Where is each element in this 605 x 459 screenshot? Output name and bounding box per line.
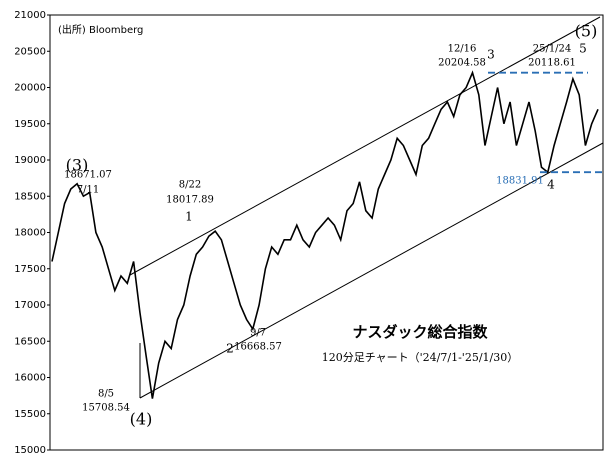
- annotation-value: 18671.07: [64, 170, 112, 181]
- annotation-value: 18831.91: [496, 176, 544, 187]
- wave-label: 2: [226, 342, 234, 356]
- y-tick-label: 19500: [14, 119, 46, 130]
- annotation-value: 16668.57: [234, 342, 282, 353]
- chart-title: ナスダック総合指数: [352, 323, 488, 341]
- y-tick-label: 18500: [14, 191, 46, 202]
- annotation-value: 20204.58: [438, 58, 486, 69]
- wave-label: 1: [185, 210, 193, 224]
- y-tick-label: 20000: [14, 83, 46, 94]
- y-tick-label: 15000: [14, 445, 46, 456]
- wave-label: 3: [487, 48, 495, 62]
- source: (出所) Bloomberg: [58, 23, 143, 36]
- y-tick-label: 16000: [14, 373, 46, 384]
- y-tick-label: 19000: [14, 155, 46, 166]
- annotation-date: 7/11: [77, 185, 99, 196]
- wave-label: (5): [575, 22, 598, 41]
- annotation-value: 15708.54: [82, 403, 130, 414]
- wave-label: 4: [547, 178, 555, 192]
- annotation-date: 9/7: [250, 328, 266, 339]
- chart-subtitle: 120分足チャート（'24/7/1-'25/1/30）: [322, 351, 518, 364]
- annotation-value: 20118.61: [528, 58, 576, 69]
- annotation-date: 8/5: [98, 389, 114, 400]
- price-line: [51, 70, 599, 399]
- annotation-value: 18017.89: [166, 195, 214, 206]
- channel-upper: [129, 16, 601, 276]
- annotation-date: 25/1/24: [533, 44, 572, 55]
- y-tick-label: 21000: [14, 10, 46, 21]
- annotation-date: 8/22: [179, 180, 201, 191]
- plot-frame: [49, 14, 604, 451]
- wave-label: 5: [579, 42, 587, 56]
- y-tick-label: 16500: [14, 336, 46, 347]
- channel-lower: [139, 142, 604, 399]
- y-tick-label: 18000: [14, 228, 46, 239]
- wave-label: (4): [130, 410, 153, 429]
- y-tick-label: 15500: [14, 409, 46, 420]
- annotation-date: 12/16: [448, 44, 477, 55]
- wave-label: (3): [66, 156, 89, 175]
- y-tick-label: 17000: [14, 300, 46, 311]
- y-tick-label: 20500: [14, 46, 46, 57]
- y-tick-label: 17500: [14, 264, 46, 275]
